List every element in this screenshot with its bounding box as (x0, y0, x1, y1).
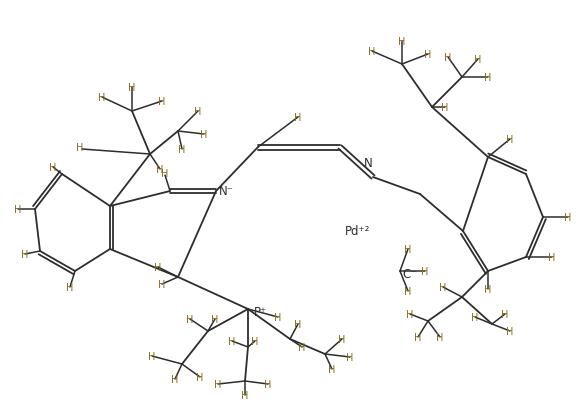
Text: H: H (548, 252, 556, 262)
Text: H: H (501, 309, 509, 319)
Text: H: H (49, 162, 57, 173)
Text: H: H (484, 284, 492, 294)
Text: P⁺: P⁺ (253, 306, 267, 319)
Text: H: H (414, 332, 422, 342)
Text: H: H (369, 47, 376, 57)
Text: H: H (158, 97, 166, 107)
Text: H: H (186, 314, 194, 324)
Text: H: H (154, 262, 162, 272)
Text: H: H (471, 312, 479, 322)
Text: H: H (212, 314, 219, 324)
Text: H: H (158, 279, 166, 289)
Text: H: H (564, 213, 572, 222)
Text: H: H (444, 53, 452, 63)
Text: H: H (161, 168, 169, 179)
Text: H: H (196, 372, 204, 382)
Text: H: H (484, 73, 492, 83)
Text: H: H (506, 326, 514, 336)
Text: H: H (214, 379, 222, 389)
Text: N⁻: N⁻ (219, 185, 233, 198)
Text: H: H (421, 266, 429, 276)
Text: H: H (66, 282, 74, 292)
Text: H: H (440, 282, 447, 292)
Text: H: H (178, 145, 186, 155)
Text: H: H (229, 336, 236, 346)
Text: H: H (328, 364, 336, 374)
Text: H: H (404, 244, 412, 254)
Text: H: H (200, 130, 207, 140)
Text: H: H (441, 103, 449, 113)
Text: H: H (195, 107, 202, 117)
Text: H: H (406, 309, 414, 319)
Text: H: H (398, 37, 406, 47)
Text: H: H (346, 352, 354, 362)
Text: H: H (298, 342, 306, 352)
Text: H: H (241, 390, 248, 400)
Text: H: H (294, 113, 302, 123)
Text: H: H (474, 55, 482, 65)
Text: H: H (294, 319, 302, 329)
Text: H: H (424, 50, 432, 60)
Text: H: H (251, 336, 258, 346)
Text: H: H (148, 351, 156, 361)
Text: H: H (98, 93, 105, 103)
Text: H: H (76, 143, 84, 153)
Text: H: H (21, 249, 29, 259)
Text: H: H (404, 286, 412, 296)
Text: N: N (364, 157, 372, 170)
Text: H: H (274, 312, 282, 322)
Text: H: H (171, 374, 179, 384)
Text: C⁻: C⁻ (403, 268, 417, 281)
Text: H: H (437, 332, 444, 342)
Text: H: H (128, 83, 136, 93)
Text: H: H (264, 379, 272, 389)
Text: H: H (14, 205, 22, 215)
Text: H: H (156, 164, 163, 175)
Text: Pd⁺²: Pd⁺² (345, 225, 371, 238)
Text: H: H (506, 135, 514, 145)
Text: H: H (338, 334, 346, 344)
